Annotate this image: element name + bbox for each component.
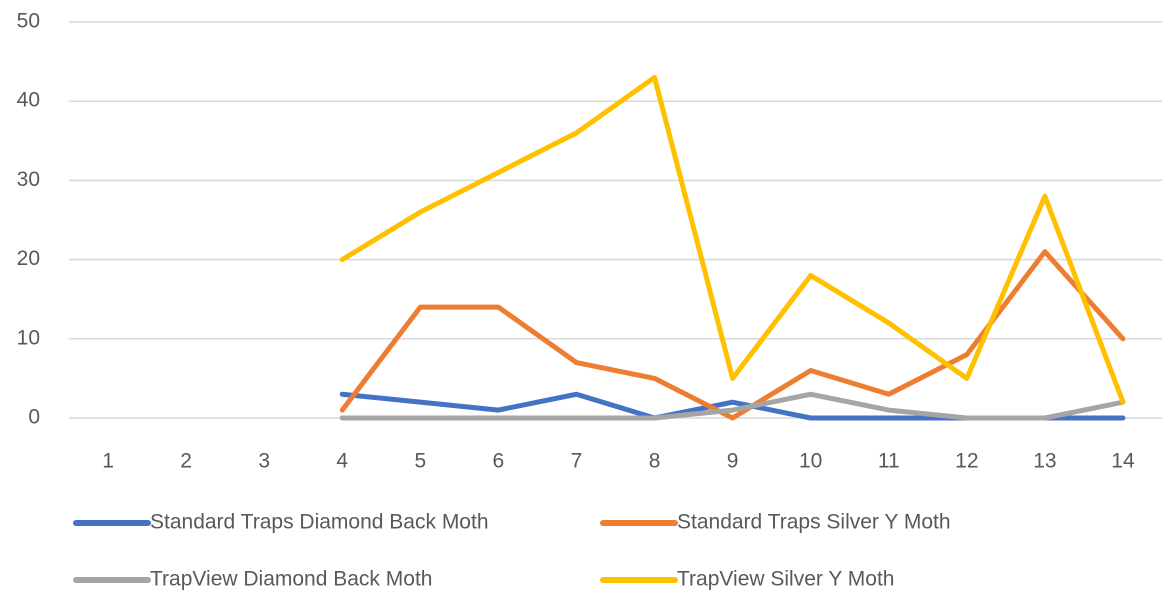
x-tick-label: 12 xyxy=(955,450,978,473)
legend-label: TrapView Diamond Back Moth xyxy=(150,568,432,591)
y-tick-label: 20 xyxy=(17,247,40,270)
y-tick-label: 0 xyxy=(28,406,40,429)
x-tick-label: 9 xyxy=(727,450,739,473)
legend-label: Standard Traps Diamond Back Moth xyxy=(150,511,489,534)
x-tick-label: 5 xyxy=(414,450,426,473)
x-tick-label: 7 xyxy=(571,450,583,473)
x-tick-label: 3 xyxy=(258,450,270,473)
y-tick-label: 30 xyxy=(17,168,40,191)
x-tick-label: 8 xyxy=(649,450,661,473)
series-line xyxy=(339,391,1126,421)
y-tick-label: 50 xyxy=(17,10,40,33)
x-tick-label: 14 xyxy=(1111,450,1135,473)
x-tick-label: 2 xyxy=(180,450,192,473)
x-tick-label: 11 xyxy=(878,450,900,473)
x-tick-label: 10 xyxy=(799,450,822,473)
series-line xyxy=(339,74,1126,405)
legend-label: TrapView Silver Y Moth xyxy=(677,568,895,591)
legend-label: Standard Traps Silver Y Moth xyxy=(677,511,951,534)
x-tick-label: 6 xyxy=(493,450,505,473)
x-tick-label: 13 xyxy=(1033,450,1056,473)
y-tick-label: 10 xyxy=(17,326,40,349)
series-line xyxy=(339,249,1126,421)
x-tick-label: 4 xyxy=(336,450,348,473)
y-tick-label: 40 xyxy=(17,89,40,112)
x-tick-label: 1 xyxy=(102,450,114,473)
series-line xyxy=(339,391,1126,421)
